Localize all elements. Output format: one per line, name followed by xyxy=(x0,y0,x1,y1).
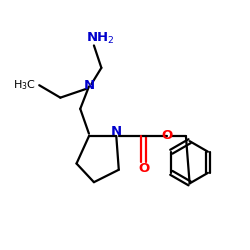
Text: N: N xyxy=(111,125,122,138)
Text: O: O xyxy=(161,129,172,142)
Text: NH$_2$: NH$_2$ xyxy=(86,30,114,46)
Text: O: O xyxy=(138,162,149,175)
Text: N: N xyxy=(84,80,94,92)
Text: H$_3$C: H$_3$C xyxy=(13,78,36,92)
